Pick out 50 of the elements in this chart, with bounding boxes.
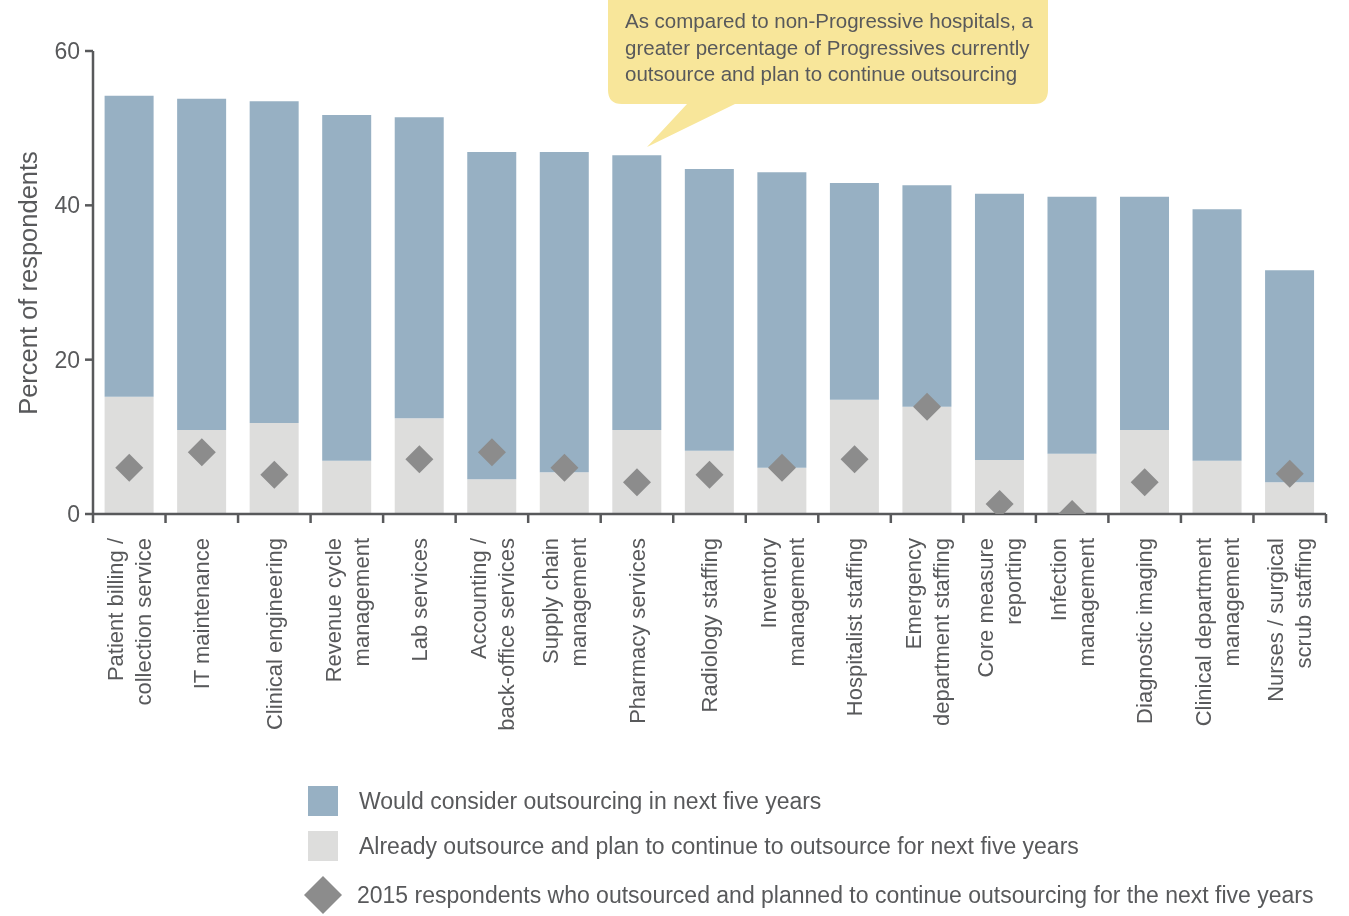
x-tick-label: Lab services [407, 538, 433, 662]
annotation: As compared to non-Progressive hospitals, a greater percentage of Progressives currently outsource and plan to continue outsourcing [625, 8, 1034, 87]
bar [612, 429, 662, 514]
legend-label: 2015 respondents who outsourced and planned to continue outsourcing for the next five years [357, 881, 1314, 909]
bar [829, 399, 879, 514]
bar [829, 182, 879, 400]
bar [539, 472, 589, 514]
bar [902, 185, 952, 407]
bar [177, 429, 227, 514]
bar [322, 460, 372, 514]
x-tick-label: Clinical engineering [262, 538, 288, 731]
bar [1192, 209, 1242, 461]
bar [684, 169, 734, 451]
x-tick-label: Diagnostic imaging [1132, 538, 1158, 724]
bar [612, 155, 662, 430]
bar [1047, 196, 1097, 454]
bar [394, 117, 444, 419]
bar [1265, 270, 1315, 483]
bar [322, 115, 372, 461]
bar [1120, 429, 1170, 514]
y-axis-title: Percent of respondents [13, 150, 43, 415]
x-tick-label: Pharmacy services [624, 538, 650, 724]
x-tick-label: Radiology staffing [697, 538, 723, 713]
bar [539, 152, 589, 473]
bar [467, 152, 517, 480]
x-tick-label: Revenue cycle management [320, 538, 374, 683]
y-tick-label: 40 [54, 192, 80, 219]
bar [1047, 453, 1097, 514]
bar [104, 396, 154, 514]
x-tick-label: IT maintenance [189, 538, 215, 690]
y-tick-label: 0 [67, 501, 80, 528]
legend-label: Already outsource and plan to continue to outsource for next five years [359, 832, 1079, 860]
x-tick-label: Inventory management [755, 538, 809, 667]
bar [1120, 196, 1170, 430]
bar [249, 422, 299, 514]
x-tick-label: Patient billing / collection service [102, 537, 156, 706]
bar [757, 172, 807, 468]
bar [467, 479, 517, 514]
bar [1265, 482, 1315, 514]
bar [249, 101, 299, 423]
y-tick-label: 60 [54, 38, 80, 65]
y-tick-label: 20 [54, 346, 80, 373]
legend-label: Would consider outsourcing in next five years [359, 787, 822, 815]
bar [394, 418, 444, 514]
bar [1192, 460, 1242, 514]
bar [902, 406, 952, 514]
x-tick-label: Hospitalist staffing [842, 538, 868, 717]
bar [974, 193, 1024, 460]
bar [104, 95, 154, 397]
bar [177, 98, 227, 430]
